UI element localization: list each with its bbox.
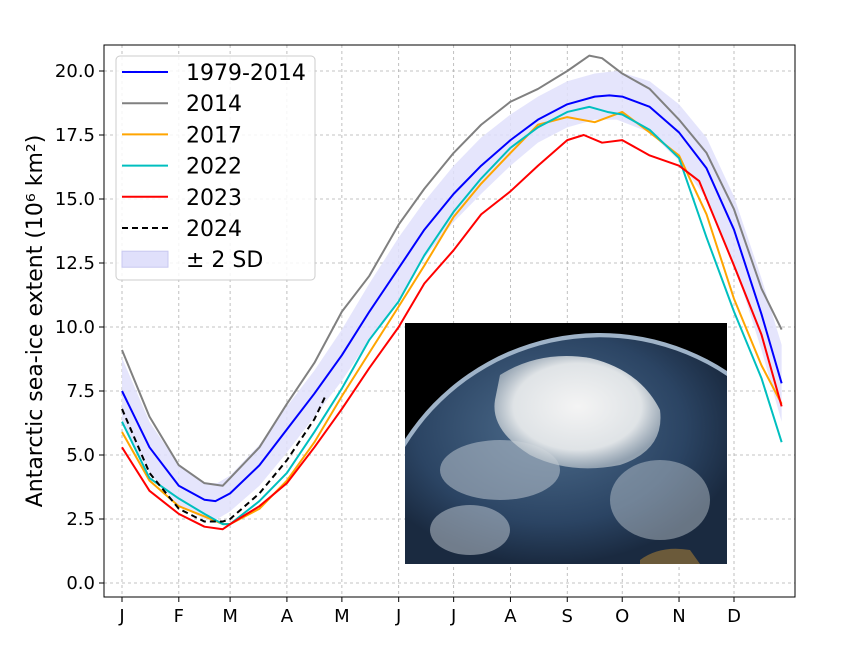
y-axis: 0.0 2.5 5.0 7.5 10.0 12.5 15.0 17.5 20.0 [55,61,104,594]
y-tick-label: 17.5 [55,125,95,146]
x-tick-label: J [450,606,456,627]
y-tick-label: 5.0 [66,445,95,466]
x-tick-label: F [174,606,184,627]
legend-label: 2022 [186,155,242,180]
cloud [610,460,710,540]
legend-swatch-sd [121,250,169,268]
y-tick-label: 7.5 [66,381,95,402]
antarctic-ice [494,356,661,469]
sd-band [122,71,782,519]
x-tick-label: S [562,606,573,627]
y-tick-label: 15.0 [55,189,95,210]
series-line-2022 [121,105,783,526]
y-tick-label: 0.0 [66,573,95,594]
legend-label: 2024 [186,217,242,242]
y-tick-label: 20.0 [55,61,95,82]
x-tick-label: A [504,606,517,627]
sd-band-area [122,71,782,519]
legend-label: 2014 [186,92,242,117]
legend: 1979-2014 2014 2017 2022 2023 2024 ± 2 SD [115,55,316,281]
y-tick-label: 12.5 [55,253,95,274]
series-line-2014 [121,54,783,487]
series-lines [121,54,783,531]
series-line-2024 [121,395,327,523]
land [640,548,700,564]
x-tick-label: A [281,606,294,627]
x-tick-label: O [615,606,629,627]
legend-label: 1979-2014 [186,61,306,86]
y-axis-label: Antarctic sea-ice extent (10⁶ km²) [23,135,48,508]
legend-label: ± 2 SD [186,248,263,273]
x-tick-label: M [334,606,350,627]
series-line-1979-2014 [121,94,783,503]
legend-label: 2017 [186,123,242,148]
antarctica-globe-image [405,323,727,564]
x-tick-label: M [222,606,238,627]
x-tick-label: N [672,606,685,627]
x-tick-label: J [118,606,124,627]
series-line-2023 [121,134,783,531]
cloud [430,505,510,555]
legend-label: 2023 [186,186,242,211]
x-tick-label: J [395,606,401,627]
y-tick-label: 10.0 [55,317,95,338]
y-tick-label: 2.5 [66,509,95,530]
x-tick-label: D [727,606,741,627]
plot-frame [103,44,796,598]
